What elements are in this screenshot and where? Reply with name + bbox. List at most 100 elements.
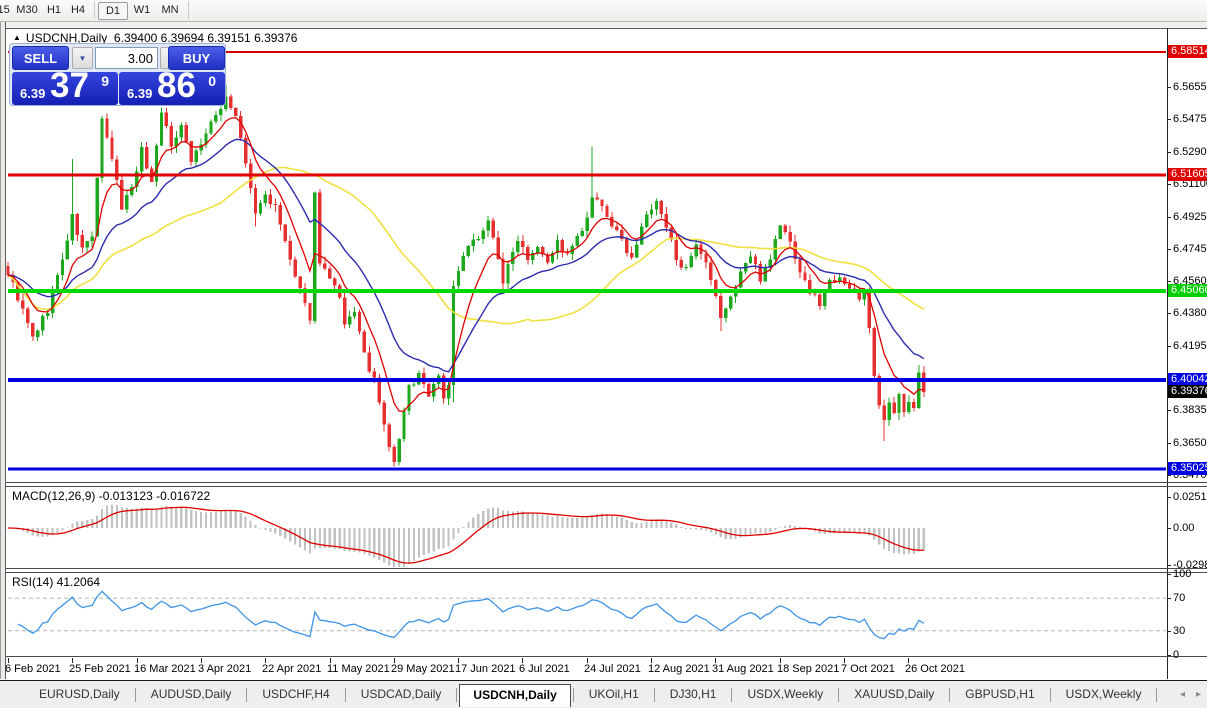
buy-price-sup: 0 (208, 73, 216, 89)
date-label: 12 Aug 2021 (648, 663, 710, 675)
one-click-trade-panel: SELL ▼ ▲ BUY 6.39 37 9 6.39 86 0 (9, 43, 226, 106)
date-tick (908, 658, 909, 663)
sell-price-sup: 9 (101, 73, 109, 89)
chart-tab-xauusd-daily[interactable]: XAUUSD,Daily (854, 687, 935, 701)
date-label: 26 Oct 2021 (905, 663, 965, 675)
price-tick-dash (1167, 87, 1171, 88)
date-label: 17 Jun 2021 (455, 663, 516, 675)
price-tick-dash (1167, 217, 1171, 218)
date-tick (522, 658, 523, 663)
date-tick (201, 658, 202, 663)
price-tick-label: 6.49250 (1173, 211, 1207, 223)
buy-button[interactable]: BUY (168, 46, 225, 70)
price-tick-dash (1167, 410, 1171, 411)
date-label: 31 Aug 2021 (712, 663, 774, 675)
tab-separator (1156, 688, 1158, 702)
chart-tab-eurusd-daily[interactable]: EURUSD,Daily (39, 687, 120, 701)
macd-tick-label: 0.00 (1173, 522, 1195, 534)
sell-button[interactable]: SELL (12, 46, 69, 70)
price-tick-label: 6.51100 (1173, 178, 1207, 190)
timeframe-button-m15[interactable]: M15 (0, 4, 10, 16)
price-tick-label: 6.47450 (1173, 243, 1207, 255)
rsi-tick-label: 30 (1173, 625, 1186, 637)
price-tag: 6.45060 (1168, 284, 1207, 297)
chart-tab-usdchf-h4[interactable]: USDCHF,H4 (262, 687, 330, 701)
date-label: 24 Jul 2021 (584, 663, 641, 675)
tab-separator (838, 688, 840, 702)
rsi-tick-dash (1167, 655, 1171, 656)
timeframe-button-d1[interactable]: D1 (98, 2, 128, 20)
rsi-tick-dash (1167, 574, 1171, 575)
volume-input[interactable] (95, 47, 158, 69)
price-tag: 6.39376 (1168, 385, 1207, 398)
macd-tick-dash (1167, 497, 1171, 498)
date-label: 29 May 2021 (391, 663, 455, 675)
macd-panel (6, 504, 925, 567)
price-tick-label: 6.52900 (1173, 146, 1207, 158)
rsi-tick-label: 70 (1173, 592, 1186, 604)
splitter-macd-rsi[interactable] (6, 568, 1207, 569)
date-label: 7 Oct 2021 (841, 663, 895, 675)
price-tick-dash (1167, 346, 1171, 347)
sell-price-big: 37 (50, 66, 89, 105)
timeframe-button-h1[interactable]: H1 (46, 4, 62, 16)
rsi-tick-label: 0 (1173, 649, 1180, 661)
tab-separator (731, 688, 733, 702)
candles-layer (6, 84, 926, 467)
chart-ohlc-title: ▲ USDCNH,Daily 6.39400 6.39694 6.39151 6.… (13, 31, 297, 45)
hline-objects (8, 51, 1166, 471)
price-tick-dash (1167, 475, 1171, 476)
price-tick-dash (1167, 313, 1171, 314)
chart-tab-usdx-weekly[interactable]: USDX,Weekly (747, 687, 824, 701)
rsi-tick-dash (1167, 598, 1171, 599)
date-tick (587, 658, 588, 663)
price-tick-dash (1167, 184, 1171, 185)
buy-price-big: 86 (157, 66, 196, 105)
tab-scroll-left-icon[interactable]: ◂ (1180, 689, 1186, 700)
rsi-tick-label: 100 (1173, 568, 1192, 580)
toolbar-separator (188, 1, 189, 19)
rsi-tick-dash (1167, 631, 1171, 632)
toolbar-separator (94, 1, 95, 19)
chart-tab-usdx-weekly[interactable]: USDX,Weekly (1065, 687, 1142, 701)
price-tick-label: 6.56550 (1173, 81, 1207, 93)
tab-separator (572, 688, 574, 702)
buy-price-display[interactable]: 6.39 86 0 (119, 66, 225, 105)
timeframe-button-h4[interactable]: H4 (70, 4, 86, 16)
tab-separator (1049, 688, 1051, 702)
volume-decrease-button[interactable]: ▼ (72, 47, 93, 69)
price-tick-dash (1167, 281, 1171, 282)
date-label: 6 Feb 2021 (5, 663, 61, 675)
chart-tab-dj30-h1[interactable]: DJ30,H1 (669, 687, 717, 701)
chart-tab-usdcnh-daily[interactable]: USDCNH,Daily (459, 684, 571, 707)
timeframe-button-m30[interactable]: M30 (16, 4, 38, 16)
tab-scroll-right-icon[interactable]: ▸ (1196, 689, 1202, 700)
price-tag: 6.58514 (1168, 45, 1207, 58)
tab-separator (344, 688, 346, 702)
timeframe-toolbar: M15 M30 H1 H4 D1 W1 MN (0, 0, 1207, 22)
date-tick (780, 658, 781, 663)
price-tag: 6.35025 (1168, 462, 1207, 475)
chart-tab-audusd-daily[interactable]: AUDUSD,Daily (150, 687, 232, 701)
chart-tab-ukoil-h1[interactable]: UKOil,H1 (588, 687, 639, 701)
timeframe-button-mn[interactable]: MN (161, 4, 179, 16)
chart-tab-gbpusd-h1[interactable]: GBPUSD,H1 (965, 687, 1035, 701)
price-tick-dash (1167, 152, 1171, 153)
timeframe-button-w1[interactable]: W1 (133, 4, 151, 16)
price-tick-label: 6.36500 (1173, 437, 1207, 449)
macd-tick-dash (1167, 528, 1171, 529)
price-tick-label: 6.41950 (1173, 340, 1207, 352)
macd-tick-label: 0.025108 (1173, 491, 1207, 503)
splitter-main-macd[interactable] (6, 482, 1207, 483)
chart-tab-usdcad-daily[interactable]: USDCAD,Daily (360, 687, 442, 701)
tab-separator (246, 688, 248, 702)
tab-separator (653, 688, 655, 702)
window-gap (0, 22, 1207, 28)
price-tag: 6.51605 (1168, 168, 1207, 181)
symbol-triangle-icon: ▲ (13, 33, 21, 42)
sell-price-display[interactable]: 6.39 37 9 (12, 66, 118, 105)
price-tick-label: 6.43800 (1173, 307, 1207, 319)
date-label: 18 Sep 2021 (777, 663, 840, 675)
